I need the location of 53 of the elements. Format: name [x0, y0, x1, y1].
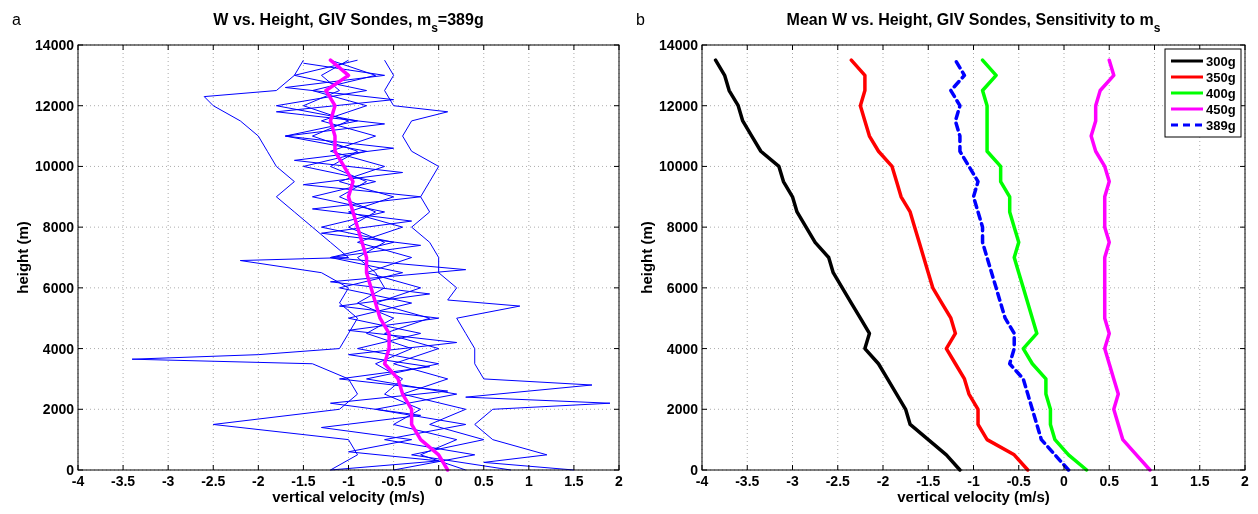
chart-title: Mean W vs. Height, GIV Sondes, Sensitivity to m$_{s}$	[786, 11, 1161, 35]
x-tick-label: 2	[1241, 473, 1250, 489]
y-tick-label: 0	[690, 462, 699, 478]
x-tick-label: -3	[161, 473, 175, 489]
y-tick-label: 6000	[42, 279, 75, 296]
y-tick-label: 4000	[42, 340, 75, 357]
y-tick-label: 10000	[659, 158, 699, 175]
y-tick-label: 14000	[35, 37, 75, 53]
y-tick-label: 2000	[42, 401, 75, 418]
x-tick-label: 0	[1060, 473, 1069, 489]
x-tick-label: -3	[786, 473, 799, 489]
x-tick-label: -2.5	[201, 473, 226, 489]
legend-label: 450g	[1206, 102, 1236, 117]
y-axis-title: height (m)	[638, 221, 655, 294]
x-tick-label: 1.5	[1190, 473, 1210, 489]
x-tick-label: -0.5	[381, 473, 406, 489]
x-tick-label: -2	[876, 473, 890, 489]
y-tick-label: 14000	[659, 37, 699, 53]
y-tick-label: 8000	[42, 219, 75, 236]
y-tick-label: 12000	[35, 97, 75, 114]
y-axis-title: height (m)	[14, 221, 31, 294]
x-tick-label: -1	[967, 473, 980, 489]
x-tick-label: -2	[252, 473, 265, 489]
y-tick-label: 4000	[666, 340, 699, 357]
x-tick-label: 0.5	[474, 473, 494, 489]
x-tick-label: 2	[615, 473, 624, 489]
x-tick-label: 1.5	[564, 473, 584, 489]
x-tick-label: -3.5	[111, 473, 136, 489]
x-tick-label: -0.5	[1006, 473, 1032, 489]
x-axis-title: vertical velocity (m/s)	[272, 488, 425, 505]
chart-title: W vs. Height, GIV Sondes, m$_{s}$=389g	[213, 11, 484, 35]
x-tick-label: 1	[524, 473, 533, 489]
legend-label: 389g	[1206, 118, 1236, 133]
text: a	[12, 11, 21, 28]
text: b	[636, 11, 645, 28]
y-tick-label: 2000	[666, 401, 699, 418]
y-tick-label: 10000	[35, 158, 75, 175]
x-tick-label: -1	[342, 473, 355, 489]
legend-label: 350g	[1206, 70, 1236, 85]
y-tick-label: 12000	[659, 97, 699, 114]
legend-label: 300g	[1206, 54, 1236, 69]
y-tick-label: 6000	[666, 279, 699, 296]
x-tick-label: -3.5	[735, 473, 760, 489]
x-tick-label: 0	[434, 473, 443, 489]
x-tick-label: 1	[1150, 473, 1159, 489]
y-tick-label: 8000	[666, 219, 699, 236]
x-tick-label: -1.5	[291, 473, 316, 489]
x-tick-label: -2.5	[825, 473, 851, 489]
x-tick-label: -1.5	[916, 473, 941, 489]
x-tick-label: 0.5	[1099, 473, 1120, 489]
y-tick-label: 0	[66, 462, 75, 478]
legend-label: 400g	[1206, 86, 1236, 101]
x-axis-title: vertical velocity (m/s)	[897, 488, 1050, 505]
